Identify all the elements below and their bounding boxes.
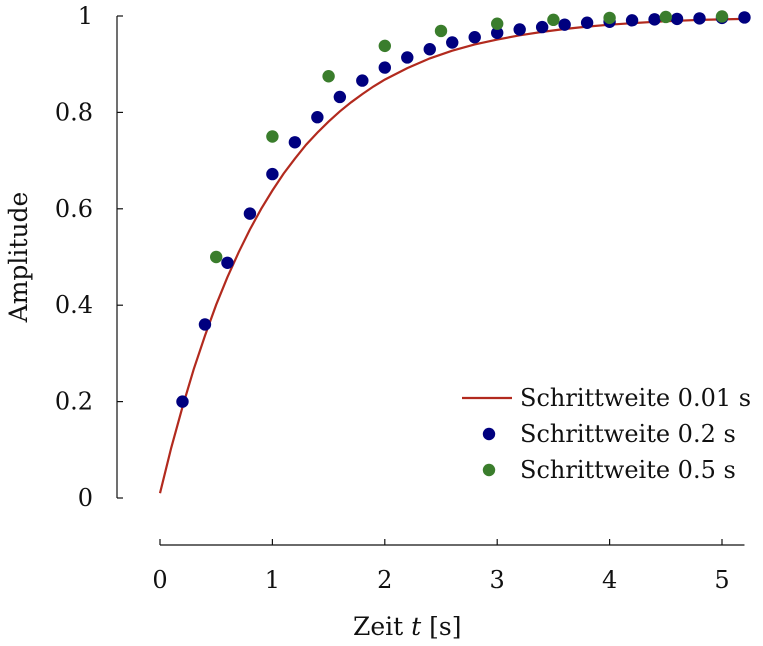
data-point — [670, 12, 684, 26]
data-point — [580, 16, 594, 29]
data-point — [468, 31, 481, 44]
data-point — [401, 51, 414, 64]
data-point — [603, 11, 616, 25]
data-point — [535, 20, 549, 34]
data-point — [378, 39, 391, 53]
data-point — [311, 111, 324, 124]
y-tick-label: 0.6 — [55, 195, 93, 223]
data-point — [648, 13, 661, 26]
data-point — [243, 207, 257, 220]
data-point — [547, 13, 560, 27]
data-point — [356, 74, 369, 87]
legend-label: Schrittweite 0.5 s — [520, 456, 736, 484]
legend: Schrittweite 0.01 s Schrittweite 0.2 s Sch… — [462, 384, 751, 484]
axes: 0 0.2 0.4 0.6 0.8 1 0 1 2 3 4 5 Zeit t [s] Amplitude — [4, 2, 745, 641]
legend-item: Schrittweite 0.2 s — [482, 420, 736, 448]
data-point — [446, 36, 459, 49]
x-tick-label: 1 — [265, 566, 280, 594]
y-tick-label: 0 — [78, 484, 93, 512]
legend-item: Schrittweite 0.5 s — [482, 456, 736, 484]
legend-marker — [482, 427, 496, 441]
data-point — [693, 12, 706, 25]
x-tick-label: 2 — [377, 566, 392, 594]
y-tick-label: 0.4 — [55, 291, 93, 319]
y-tick-label: 0.2 — [55, 388, 93, 416]
data-point — [266, 167, 279, 181]
x-tick-label: 5 — [714, 566, 729, 594]
data-point — [176, 395, 189, 408]
data-point — [491, 17, 504, 30]
y-axis-label: Amplitude — [4, 192, 33, 324]
legend-marker — [482, 463, 496, 477]
x-tick-label: 0 — [152, 566, 167, 594]
y-tick-label: 0.8 — [55, 98, 93, 126]
data-point — [221, 256, 234, 269]
data-point — [625, 14, 639, 27]
x-tick-label: 3 — [490, 566, 505, 594]
data-point — [434, 24, 448, 38]
data-point — [513, 23, 526, 36]
data-point — [266, 130, 279, 143]
data-point — [423, 43, 436, 56]
data-point — [715, 10, 729, 23]
legend-label: Schrittweite 0.2 s — [520, 420, 736, 448]
data-point — [558, 18, 571, 31]
data-point — [288, 136, 302, 149]
x-tick-label: 4 — [602, 566, 617, 594]
legend-item: Schrittweite 0.01 s — [462, 384, 751, 412]
data-point — [198, 318, 212, 331]
data-point — [333, 90, 347, 104]
plot-area — [158, 10, 751, 494]
data-point — [322, 70, 335, 83]
x-axis-label: Zeit t [s] — [353, 612, 462, 641]
data-point — [491, 26, 504, 40]
y-tick-label: 1 — [78, 2, 93, 30]
data-point — [210, 250, 223, 264]
data-point — [738, 11, 751, 24]
legend-label: Schrittweite 0.01 s — [520, 384, 751, 412]
data-point — [659, 10, 672, 24]
series-2 — [176, 11, 751, 408]
series-3 — [210, 10, 729, 264]
data-point — [378, 61, 391, 74]
